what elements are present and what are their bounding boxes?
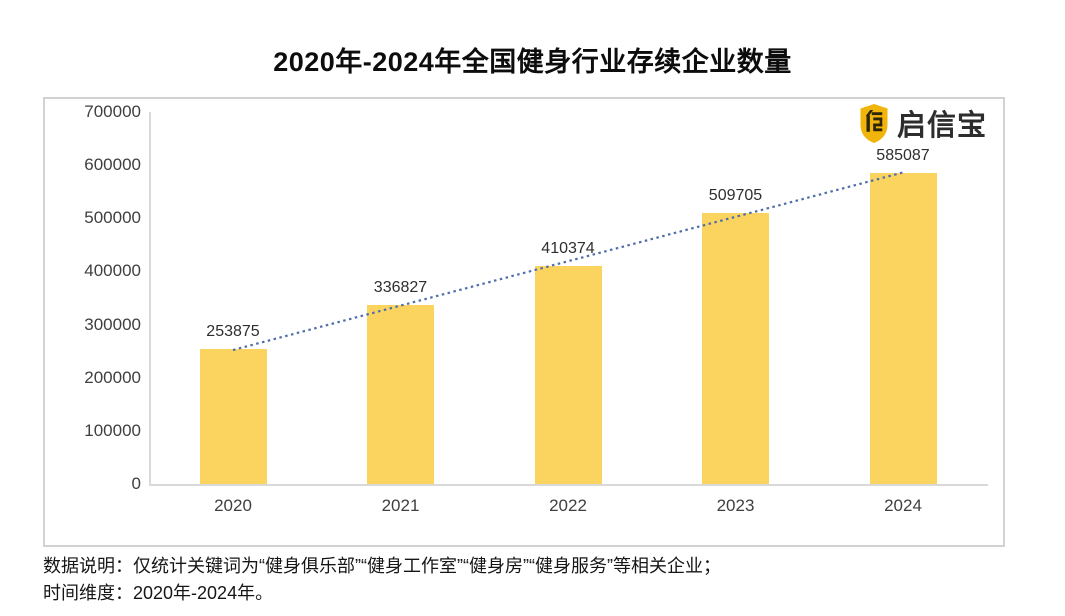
bar-value-label: 509705 [708, 187, 763, 205]
bar-value-label: 585087 [876, 147, 930, 165]
bar [199, 349, 267, 484]
y-axis-tick-label: 500000 [84, 208, 141, 228]
y-axis-tick-label: 700000 [84, 102, 141, 121]
x-axis-tick-label: 2022 [549, 496, 587, 515]
brand-logo: 启信宝 [859, 101, 987, 145]
bar [534, 265, 602, 484]
footnote-line-2: 时间维度：2020年-2024年。 [43, 583, 274, 603]
y-axis-tick-label: 300000 [84, 314, 141, 334]
x-axis-tick-label: 2020 [214, 496, 252, 515]
footnote-line-1: 数据说明：仅统计关键词为“健身俱乐部”“健身工作室”“健身房”“健身服务”等相关… [43, 556, 721, 576]
y-axis-tick-label: 200000 [84, 367, 141, 387]
chart-title: 2020年-2024年全国健身行业存续企业数量 [273, 47, 792, 77]
bar-value-label: 253875 [206, 323, 260, 341]
x-axis-tick-label: 2021 [381, 496, 420, 515]
bar [367, 305, 434, 484]
bar-value-label: 336827 [373, 279, 428, 296]
chart-panel: 启信宝 0 100000 200000 300000 400000 500000 60000… [43, 97, 1005, 547]
bar-value-label: 410374 [541, 239, 595, 257]
x-axis-line [149, 484, 988, 486]
brand-name: 启信宝 [896, 110, 987, 142]
x-axis-tick-label: 2024 [884, 496, 922, 515]
y-axis-tick-label: 400000 [84, 261, 141, 281]
qixinbao-shield-icon [860, 103, 888, 143]
bar-chart-plot: 0 100000 200000 300000 400000 500000 600000 700… [45, 99, 1003, 545]
y-axis-tick-label: 100000 [84, 420, 141, 440]
y-axis-line [149, 112, 151, 484]
x-axis-tick-label: 2023 [716, 496, 755, 515]
y-axis-tick-label: 0 [131, 474, 141, 493]
chart-footnote: 数据说明：仅统计关键词为“健身俱乐部”“健身工作室”“健身房”“健身服务”等相关… [43, 553, 1033, 607]
bar [702, 213, 769, 484]
y-axis-tick-label: 600000 [84, 155, 141, 175]
bar [869, 173, 937, 484]
trendline [232, 171, 904, 352]
